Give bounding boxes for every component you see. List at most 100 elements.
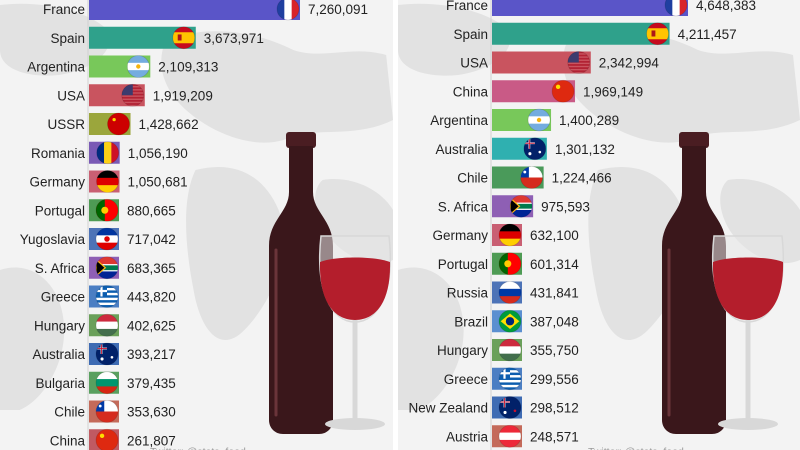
bar-row: Romania 1,056,190 — [31, 141, 188, 165]
value-label: 1,919,209 — [153, 88, 213, 103]
category-label: Portugal — [438, 257, 488, 272]
value-label: 353,630 — [127, 405, 176, 420]
flag-romania-icon — [96, 141, 120, 165]
bar — [89, 26, 196, 49]
category-label: France — [43, 2, 85, 17]
bar — [492, 51, 591, 74]
category-label: Greece — [444, 372, 488, 387]
flag-china-icon — [95, 428, 119, 450]
category-label: Hungary — [34, 318, 85, 333]
bar-row: Argentina 1,400,289 — [430, 108, 619, 132]
category-label: Spain — [50, 31, 85, 46]
bar-row: France 4,648,383 — [446, 0, 756, 17]
bar — [492, 22, 670, 45]
flag-ussr-icon — [107, 112, 130, 136]
bar-row: Bulgaria 379,435 — [35, 371, 176, 395]
flag-france-icon — [664, 0, 688, 17]
value-label: 379,435 — [127, 376, 176, 391]
category-label: Argentina — [430, 113, 488, 128]
bar-row: Brazil 387,048 — [454, 309, 579, 333]
world-map-background — [398, 3, 800, 410]
value-label: 1,050,681 — [128, 175, 188, 190]
category-label: New Zealand — [408, 401, 488, 416]
world-map-background — [0, 3, 393, 410]
category-label: Germany — [29, 175, 85, 190]
bar-row: Germany 1,050,681 — [29, 170, 188, 193]
flag-argentina-icon — [527, 108, 551, 132]
bar — [492, 0, 688, 16]
bar-row: Spain 4,211,457 — [453, 22, 737, 46]
value-label: 443,820 — [127, 290, 176, 305]
value-label: 632,100 — [530, 228, 579, 243]
footer-credit: Twitter: @stats_feed — [150, 446, 246, 450]
category-label: Greece — [41, 290, 85, 305]
flag-chile-icon — [95, 400, 119, 423]
flag-austria-icon — [498, 424, 522, 448]
flag-south-africa-icon — [95, 256, 119, 280]
flag-france-icon — [276, 0, 300, 21]
category-label: Germany — [432, 228, 488, 243]
bar-row: S. Africa 975,593 — [438, 194, 590, 218]
value-label: 1,301,132 — [555, 142, 615, 157]
flag-bulgaria-icon — [95, 371, 119, 395]
chart-panel-right: France 4,648,383 Spain 4,211,457 USA 2,342,99… — [398, 0, 800, 450]
bar — [89, 0, 300, 20]
flag-germany-icon — [498, 223, 522, 247]
value-label: 2,342,994 — [599, 56, 660, 71]
category-label: Chile — [54, 405, 85, 420]
category-label: Austria — [446, 429, 489, 444]
category-label: S. Africa — [35, 261, 86, 276]
flag-australia-icon — [523, 137, 547, 161]
value-label: 601,314 — [530, 257, 579, 272]
flag-hungary-icon — [498, 338, 522, 362]
category-label: Australia — [32, 347, 85, 362]
value-label: 975,593 — [541, 199, 590, 214]
category-label: France — [446, 0, 488, 13]
value-label: 298,512 — [530, 401, 579, 416]
flag-south-africa-icon — [509, 194, 533, 218]
flag-australia-icon — [95, 342, 119, 366]
bar-row: New Zealand 298,512 — [408, 396, 579, 419]
category-label: China — [50, 433, 86, 448]
value-label: 3,673,971 — [204, 31, 264, 46]
category-label: Spain — [453, 27, 488, 42]
flag-portugal-icon — [95, 198, 119, 222]
bar-row: Greece 299,556 — [444, 367, 579, 391]
bar-chart-left: France 7,260,091 Spain 3,673,971 Argentina 2,… — [0, 0, 393, 450]
flag-greece-icon — [95, 285, 119, 308]
flag-hungary-icon — [95, 313, 119, 337]
flag-spain-icon — [646, 22, 669, 46]
category-label: Argentina — [27, 60, 85, 75]
bar-row: USA 1,919,209 — [57, 83, 213, 107]
value-label: 4,648,383 — [696, 0, 756, 13]
category-label: Australia — [435, 142, 488, 157]
category-label: Portugal — [35, 203, 85, 218]
bar-row: Argentina 2,109,313 — [27, 55, 218, 78]
category-label: USA — [57, 88, 85, 103]
category-label: China — [453, 84, 489, 99]
category-label: Hungary — [437, 343, 488, 358]
category-label: USSR — [47, 117, 85, 132]
flag-portugal-icon — [498, 252, 522, 276]
bar-row: Hungary 402,625 — [34, 313, 176, 337]
value-label: 248,571 — [530, 429, 579, 444]
category-label: S. Africa — [438, 199, 489, 214]
flag-chile-icon — [520, 166, 544, 189]
chart-panel-left: France 7,260,091 Spain 3,673,971 Argentina 2,… — [0, 0, 393, 450]
value-label: 1,224,466 — [552, 171, 612, 186]
value-label: 355,750 — [530, 343, 579, 358]
value-label: 1,428,662 — [139, 117, 199, 132]
value-label: 261,807 — [127, 433, 176, 448]
bar-row: Spain 3,673,971 — [50, 26, 264, 50]
bar-row: Greece 443,820 — [41, 285, 176, 308]
bar-row: USSR 1,428,662 — [47, 112, 199, 136]
value-label: 431,841 — [530, 286, 579, 301]
bar-chart-right: France 4,648,383 Spain 4,211,457 USA 2,342,99… — [398, 0, 800, 450]
value-label: 393,217 — [127, 347, 176, 362]
value-label: 299,556 — [530, 372, 579, 387]
value-label: 1,400,289 — [559, 113, 619, 128]
bar-row: Australia 1,301,132 — [435, 137, 615, 161]
flag-spain-icon — [172, 26, 196, 50]
value-label: 683,365 — [127, 261, 176, 276]
wine-bottle-and-glass-icon — [269, 132, 391, 434]
